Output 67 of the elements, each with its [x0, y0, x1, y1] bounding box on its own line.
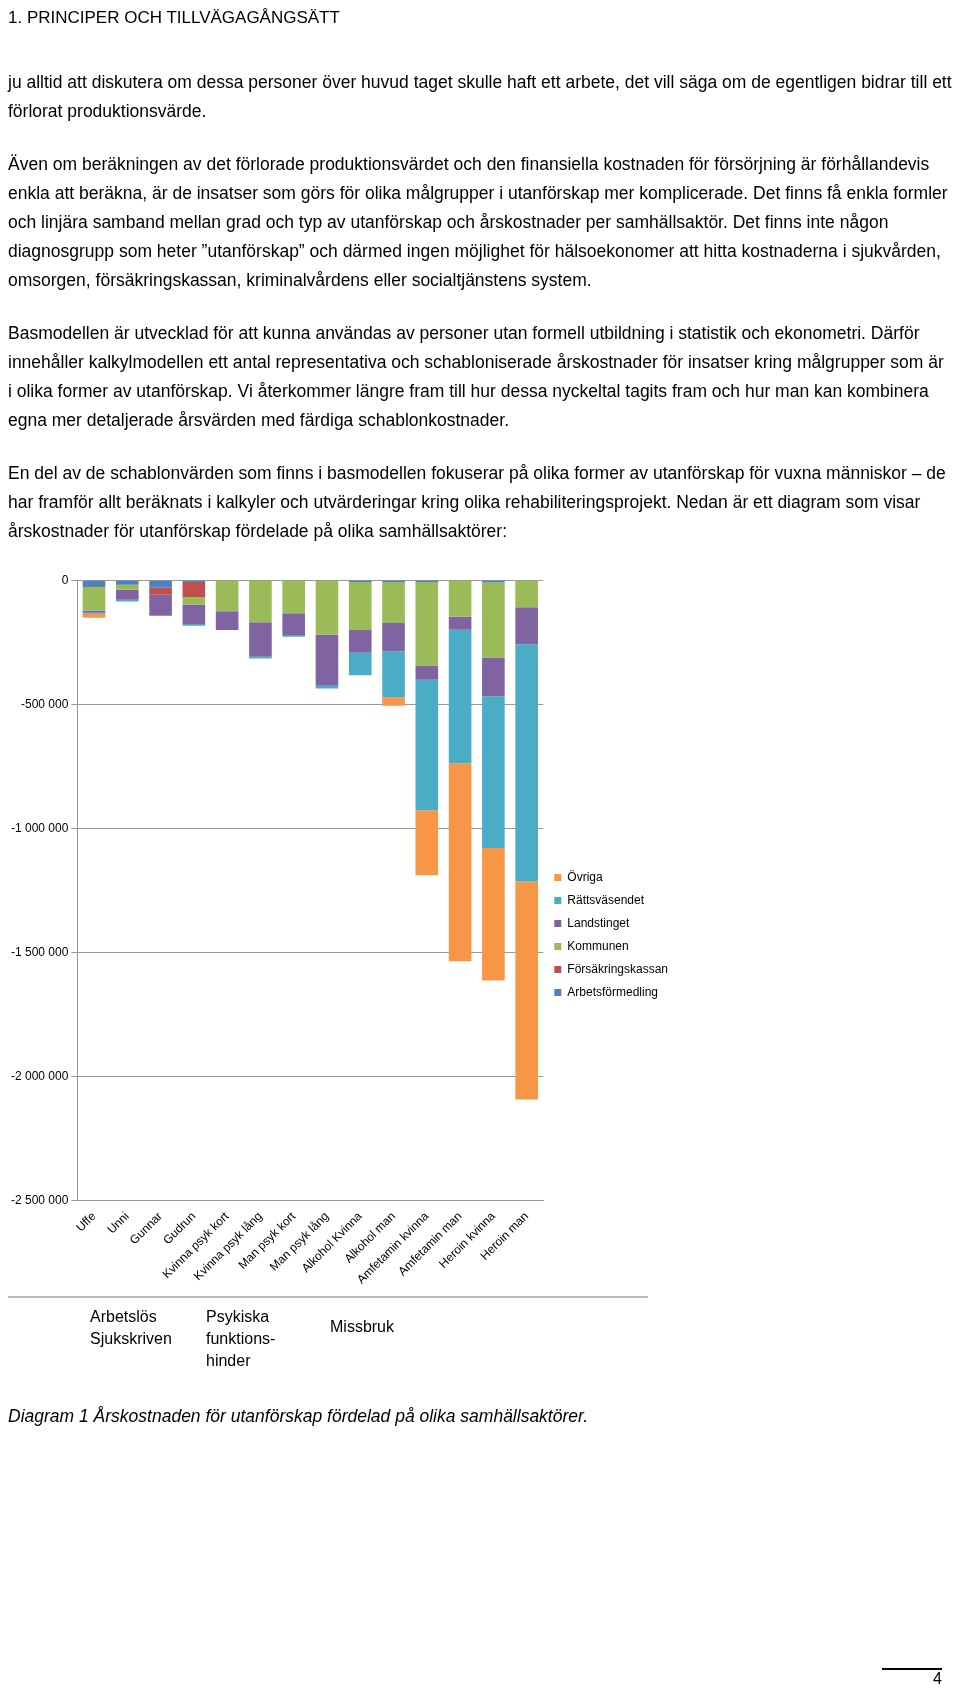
text: ju alltid att diskutera om dessa personer över huvud taget skulle haft ett arbete, det vill säga om de egentligen bidrar till ett förlorat produktionsvärde.: [8, 71, 952, 123]
bar: [382, 623, 405, 652]
bar: [149, 580, 172, 588]
bar: [415, 679, 439, 811]
legend-label: Kommunen: [567, 938, 629, 953]
bar: [382, 581, 405, 624]
bar: [382, 697, 405, 706]
bar: [249, 580, 272, 623]
bar: [82, 580, 106, 587]
bar: [82, 586, 106, 611]
bar: [448, 629, 472, 764]
bar: [115, 580, 139, 585]
bar: [315, 634, 339, 686]
text: 4: [882, 1668, 942, 1688]
bar: [515, 580, 538, 608]
bar: [315, 685, 339, 689]
bar: [415, 665, 439, 680]
y-tick-label: -1 500 000: [10, 944, 69, 959]
bar: [515, 607, 538, 645]
bar: [115, 584, 139, 590]
bar: [215, 580, 239, 612]
y-tick-label: -500 000: [21, 696, 69, 711]
text: 1. PRINCIPER OCH TILLVÄGAGÅNGSÄTT: [8, 8, 341, 28]
text: Missbruk: [330, 1317, 395, 1337]
bar: [348, 581, 372, 631]
y-tick-label: 0: [61, 572, 69, 587]
bar: [215, 611, 239, 631]
bar: [482, 696, 505, 849]
bar: [149, 594, 172, 616]
bar: [515, 881, 538, 1100]
bar: [182, 581, 206, 598]
legend-label: Övriga: [567, 869, 603, 884]
text: Psykiska funktions-hinder: [206, 1307, 277, 1371]
bar: [482, 582, 505, 658]
text: Basmodellen är utvecklad för att kunna användas av personer utan formell utbildning i statistik och ekonometri. Därför innehåller kalkylmodellen ett antal representativa och schabloniserade årskostnader för insatser kring målgrupper som är i olika former av utanförskap. Vi återkommer längre fram till hur dessa nyckeltal tagits fram och hur man kan kombinera egna mer detaljerade årsvärden med färdiga schablonkostnader.: [8, 322, 945, 432]
text: Arbetslös Sjukskriven: [90, 1307, 173, 1349]
bar: [348, 630, 372, 653]
bar: [115, 589, 139, 600]
bar: [482, 657, 505, 697]
bar: [415, 810, 439, 876]
bar: [315, 580, 339, 635]
bar: [282, 613, 306, 636]
bar: [82, 613, 106, 618]
text: Diagram 1 Årskostnaden för utanförskap fördelad på olika samhällsaktörer.: [8, 1406, 590, 1427]
legend-label: Landstinget: [567, 915, 631, 930]
bar: [515, 644, 538, 882]
bar: [182, 604, 206, 625]
bar: [282, 580, 306, 614]
y-tick-label: -2 000 000: [10, 1068, 69, 1083]
text: Även om beräkningen av det förlorade produktionsvärdet och den finansiella kostnaden för försörjning är förhållandevis enkla att beräkna, är de insatser som görs för olika målgrupper i utanförskap mer komplicerade. Det finns få enkla formler och linjära samband mellan grad och typ av utanförskap och årskostnader per samhällsaktör. Det finns inte någon diagnosgrupp som heter ”utanförskap” och därmed ingen möjlighet för hälsoekonomer att hitta kostnaderna i sjukvården, omsorgen, försäkringskassan, kriminalvårdens eller socialtjänstens system.: [8, 153, 949, 292]
y-tick-label: -2 500 000: [10, 1192, 69, 1207]
bar: [448, 580, 472, 617]
legend-label: Arbetsförmedling: [567, 984, 659, 999]
y-tick-label: -1 000 000: [10, 820, 69, 835]
bar: [382, 651, 405, 698]
bar: [448, 763, 472, 962]
bar: [149, 587, 172, 595]
legend-label: Försäkringskassan: [567, 961, 669, 976]
bar: [249, 622, 272, 657]
bar: [348, 652, 372, 676]
x-tick-label: Uffe: [73, 1208, 99, 1235]
bar: [415, 581, 439, 666]
legend-label: Rättsväsendet: [567, 892, 645, 907]
bar: [448, 616, 472, 630]
bar: [482, 848, 505, 981]
bar: [182, 597, 206, 605]
text: En del av de schablonvärden som finns i basmodellen fokuserar på olika former av utanförskap för vuxna människor – de har framför allt beräknats i kalkyler och utvärderingar kring olika rehabiliteringsprojekt. Nedan är ett diagram som visar årskostnader för utanförskap fördelade på olika samhällsaktörer:: [8, 462, 947, 543]
